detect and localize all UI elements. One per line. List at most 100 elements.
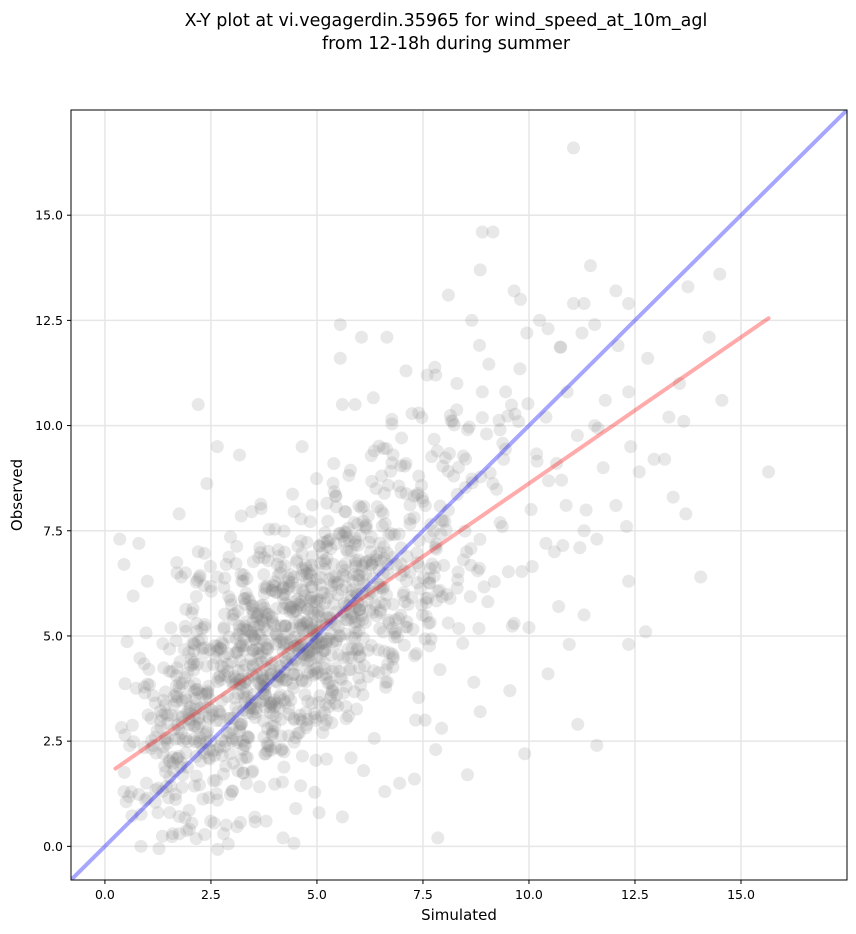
data-point (189, 698, 203, 712)
data-point (356, 631, 370, 645)
data-point (268, 777, 282, 791)
data-point (505, 619, 519, 633)
data-point (320, 611, 334, 625)
data-point (386, 597, 400, 611)
data-point (387, 528, 401, 542)
data-point (269, 585, 283, 599)
data-point (269, 628, 283, 642)
data-point (214, 673, 228, 687)
data-point (329, 569, 343, 583)
x-tick-label: 2.5 (201, 887, 221, 902)
data-point (191, 398, 205, 412)
data-point (190, 573, 204, 587)
data-point (258, 660, 272, 674)
data-point (354, 609, 368, 623)
data-point (294, 534, 308, 548)
data-point (269, 710, 283, 724)
data-point (266, 616, 280, 630)
data-point (507, 284, 521, 298)
data-point (381, 478, 395, 492)
data-point (374, 554, 388, 568)
data-point (201, 686, 215, 700)
data-point (144, 711, 158, 725)
data-point (194, 701, 208, 715)
data-point (297, 648, 311, 662)
data-point (559, 498, 573, 512)
data-point (257, 587, 271, 601)
data-point (382, 616, 396, 630)
data-point (237, 619, 251, 633)
data-point (260, 642, 274, 656)
data-point (254, 599, 268, 613)
data-point (475, 411, 489, 425)
data-point (356, 613, 370, 627)
data-point (301, 646, 315, 660)
data-point (340, 530, 354, 544)
data-point (197, 700, 211, 714)
data-point (264, 667, 278, 681)
data-point (388, 630, 402, 644)
data-point (320, 634, 334, 648)
data-point (241, 706, 255, 720)
data-point (363, 603, 377, 617)
data-point (673, 376, 687, 390)
chart-title-line2: from 12-18h during summer (322, 34, 571, 54)
data-point (270, 675, 284, 689)
data-point (141, 708, 155, 722)
data-point (303, 644, 317, 658)
data-point (260, 608, 274, 622)
data-point (148, 696, 162, 710)
data-point (330, 688, 344, 702)
data-point (493, 516, 507, 530)
data-point (325, 579, 339, 593)
data-point (219, 818, 233, 832)
data-point (209, 651, 223, 665)
data-point (214, 714, 228, 728)
data-point (430, 594, 444, 608)
data-point (192, 686, 206, 700)
data-point (294, 618, 308, 632)
data-point (336, 568, 350, 582)
data-point (168, 732, 182, 746)
data-point (348, 538, 362, 552)
data-point (317, 554, 331, 568)
data-point (285, 652, 299, 666)
data-point (713, 267, 727, 281)
data-point (218, 571, 232, 585)
data-point (187, 644, 201, 658)
data-point (264, 667, 278, 681)
data-point (575, 326, 589, 340)
data-point (197, 646, 211, 660)
data-point (262, 522, 276, 536)
data-point (419, 592, 433, 606)
data-point (225, 784, 239, 798)
data-point (392, 611, 406, 625)
data-point (255, 612, 269, 626)
data-point (364, 530, 378, 544)
data-point (622, 385, 636, 399)
data-point (339, 613, 353, 627)
data-point (326, 476, 340, 490)
data-point (190, 616, 204, 630)
data-point (179, 624, 193, 638)
data-point (338, 504, 352, 518)
data-point (337, 534, 351, 548)
data-point (280, 673, 294, 687)
data-point (522, 621, 536, 635)
data-point (213, 740, 227, 754)
data-point (240, 623, 254, 637)
data-point (189, 575, 203, 589)
data-point (385, 550, 399, 564)
data-point (377, 644, 391, 658)
data-point (533, 313, 547, 327)
data-point (234, 567, 248, 581)
data-point (266, 695, 280, 709)
data-point (225, 731, 239, 745)
data-point (441, 464, 455, 478)
data-point (419, 609, 433, 623)
data-point (295, 673, 309, 687)
data-point (284, 568, 298, 582)
data-point (222, 726, 236, 740)
data-point (245, 668, 259, 682)
data-point (410, 576, 424, 590)
